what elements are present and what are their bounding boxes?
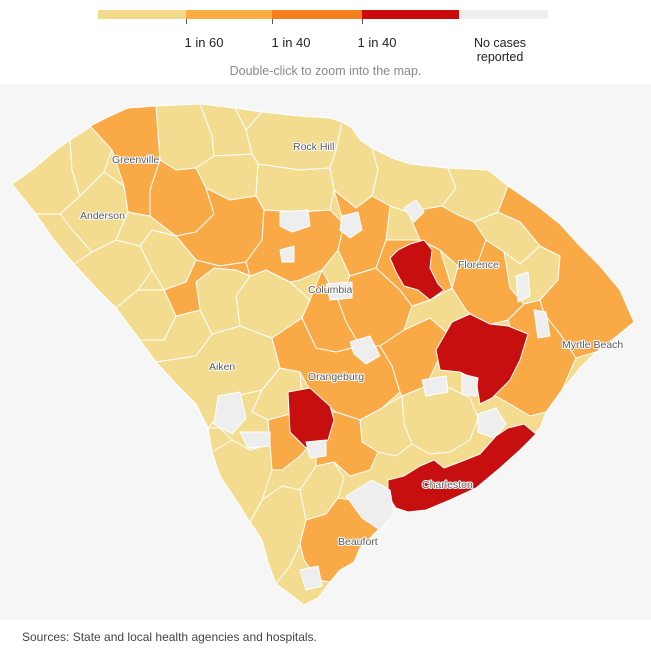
city-label-beaufort: Beaufort [338,536,378,548]
county-richland[interactable] [245,209,345,283]
county-lee-red[interactable] [389,239,445,301]
legend-swatch-highest [362,10,459,19]
legend-swatch-no-cases [459,10,548,19]
county-no-cases[interactable] [213,391,247,435]
city-label-charleston: Charleston [422,479,473,491]
map-svg[interactable]: Greenville Rock Hill Anderson Florence C… [0,84,651,620]
zoom-instruction: Double-click to zoom into the map. [229,64,422,78]
county-no-cases[interactable] [339,211,363,239]
city-label-florence: Florence [458,259,499,271]
county-no-cases[interactable] [515,271,531,303]
county-no-cases[interactable] [403,199,425,223]
city-label-myrtle-beach: Myrtle Beach [562,339,623,351]
city-label-aiken: Aiken [209,361,235,373]
city-label-rock-hill: Rock Hill [293,141,334,153]
legend-tick [272,19,273,24]
county-chester[interactable] [255,163,335,213]
county-saluda-south[interactable] [163,259,251,317]
legend-tick [362,19,363,24]
legend-swatch-1in60 [186,10,272,19]
map[interactable]: Greenville Rock Hill Anderson Florence C… [0,84,651,620]
county-no-cases[interactable] [533,309,551,339]
legend-label-1in40: 1 in 40 [271,35,311,50]
county-charleston[interactable] [387,423,537,513]
county-no-cases[interactable] [421,375,449,397]
county-no-cases[interactable] [279,245,295,263]
source-note: Sources: State and local health agencies… [22,630,317,644]
county-no-cases[interactable] [345,479,395,531]
county-williamsburg[interactable] [435,313,529,405]
legend: 1 in 60 1 in 40 1 in 40 No cases reporte… [98,10,548,64]
county-clarendon[interactable] [379,317,447,397]
county-no-cases[interactable] [325,281,353,301]
county-no-cases[interactable] [299,565,323,591]
county-no-cases[interactable] [239,431,271,449]
legend-label-no-cases: No cases reported [473,36,527,64]
city-label-greenville: Greenville [112,154,159,166]
county-no-cases[interactable] [305,439,327,459]
county-no-cases[interactable] [279,209,311,233]
legend-label-1in60: 1 in 60 [184,35,224,50]
county-no-cases[interactable] [461,373,479,397]
city-label-columbia: Columbia [308,284,353,296]
county-barnwell-red[interactable] [287,387,335,449]
legend-swatch-low [98,10,186,19]
legend-tick [186,19,187,24]
county-no-cases[interactable] [349,335,381,365]
city-label-anderson: Anderson [80,210,125,222]
city-label-orangeburg: Orangeburg [308,371,364,383]
legend-label-1in40-second: 1 in 40 [357,35,397,50]
county-no-cases[interactable] [477,407,507,439]
legend-swatch-1in40 [272,10,362,19]
